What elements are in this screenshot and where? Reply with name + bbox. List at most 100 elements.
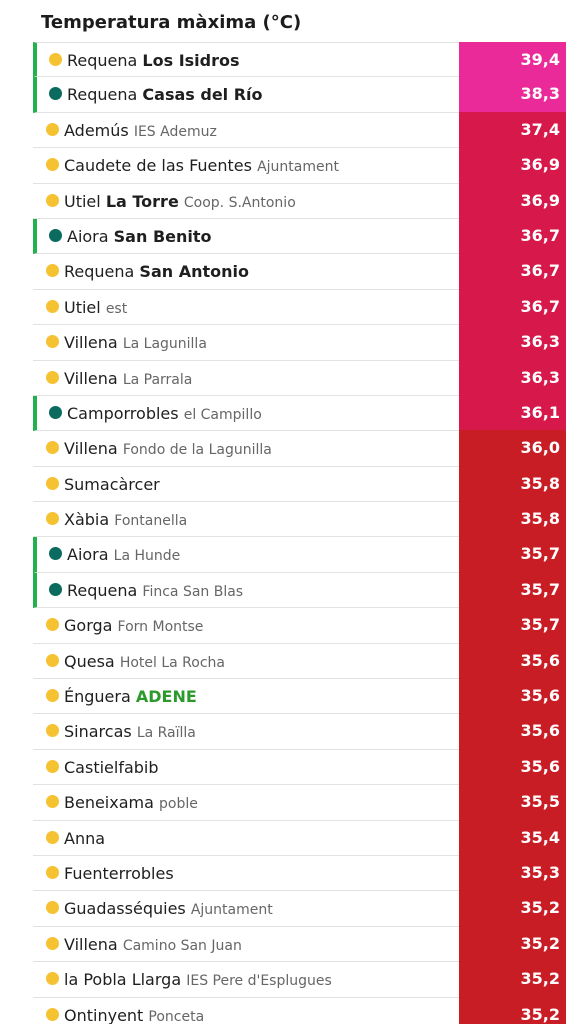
station-dot-icon-yellow [46, 512, 59, 526]
table-row[interactable]: Castielfabib 35,6 [33, 748, 566, 786]
station-town: Requena [64, 262, 135, 282]
station-name[interactable]: Castielfabib [64, 750, 159, 785]
station-name[interactable]: Aiora San Benito [67, 219, 212, 254]
station-name[interactable]: Villena La Parrala [64, 361, 192, 396]
table-row[interactable]: la Pobla Llarga IES Pere d'Esplugues 35,2 [33, 961, 566, 998]
station-name[interactable]: Villena Camino San Juan [64, 927, 242, 962]
station-name[interactable]: Utiel est [64, 290, 127, 325]
station-town: Villena [64, 439, 118, 459]
station-name[interactable]: Sinarcas La Raïlla [64, 714, 196, 749]
temperature-value: 36,1 [459, 394, 566, 431]
station-location: Ajuntament [257, 159, 339, 176]
station-town: Aiora [67, 545, 109, 565]
station-town: Guadasséquies [64, 899, 186, 919]
table-row[interactable]: Requena Casas del Río 38,3 [33, 76, 566, 113]
table-row[interactable]: Villena La Lagunilla 36,3 [33, 324, 566, 361]
station-town: Anna [64, 828, 106, 848]
station-name[interactable]: Ademús IES Ademuz [64, 113, 217, 148]
table-row[interactable]: Villena Fondo de la Lagunilla 36,0 [33, 430, 566, 467]
table-row[interactable]: Gorga Forn Montse 35,7 [33, 607, 566, 644]
station-location: La Hunde [113, 548, 181, 565]
station-location: La Parrala [122, 371, 193, 388]
station-location: Forn Montse [117, 619, 204, 636]
station-dot-icon-teal [49, 87, 62, 101]
station-town: Villena [64, 934, 118, 954]
table-row[interactable]: Quesa Hotel La Rocha 35,6 [33, 642, 566, 680]
station-name[interactable]: Gorga Forn Montse [64, 608, 203, 643]
table-row[interactable]: Caudete de las Fuentes Ajuntament 36,9 [33, 147, 566, 184]
station-location: ADENE [135, 687, 197, 707]
table-row[interactable]: Sinarcas La Raïlla 35,6 [33, 713, 566, 750]
station-town: Ademús [64, 120, 129, 140]
station-dot-icon-yellow [46, 972, 59, 986]
table-row[interactable]: Fuenterrobles 35,3 [33, 854, 566, 892]
station-name[interactable]: Xàbia Fontanella [64, 502, 187, 537]
table-row[interactable]: Beneixama poble 35,5 [33, 784, 566, 821]
station-name[interactable]: Fuenterrobles [64, 856, 174, 891]
temperature-value: 35,2 [459, 996, 566, 1024]
station-dot-icon-teal [49, 228, 62, 242]
station-dot-icon-yellow [46, 335, 59, 349]
table-row[interactable]: Aiora San Benito 36,7 [33, 217, 566, 255]
table-row[interactable]: Requena Los Isidros 39,4 [33, 42, 566, 78]
station-name[interactable]: Caudete de las Fuentes Ajuntament [64, 148, 339, 183]
station-dot-icon-yellow [46, 299, 59, 313]
temperature-value: 35,7 [459, 607, 566, 644]
table-row[interactable]: Requena San Antonio 36,7 [33, 253, 566, 290]
station-name[interactable]: Énguera ADENE [64, 679, 197, 714]
station-town: Ontinyent [64, 1005, 144, 1024]
temperature-value: 35,8 [459, 465, 566, 502]
table-row[interactable]: Requena Finca San Blas 35,7 [33, 571, 566, 609]
station-dot-icon-teal [49, 547, 62, 561]
station-name[interactable]: Quesa Hotel La Rocha [64, 644, 225, 679]
table-row[interactable]: Utiel La Torre Coop. S.Antonio 36,9 [33, 182, 566, 219]
temperature-value: 36,7 [459, 253, 566, 290]
table-row[interactable]: Villena La Parrala 36,3 [33, 359, 566, 396]
station-name[interactable]: Utiel La Torre Coop. S.Antonio [64, 184, 296, 219]
table-row[interactable]: Camporrobles el Campillo 36,1 [33, 394, 566, 432]
table-row[interactable]: Guadasséquies Ajuntament 35,2 [33, 890, 566, 927]
station-location: San Antonio [139, 262, 249, 282]
temperature-value: 35,8 [459, 501, 566, 538]
table-row[interactable]: Sumacàrcer 35,8 [33, 465, 566, 503]
table-row[interactable]: Aiora La Hunde 35,7 [33, 536, 566, 573]
table-row[interactable]: Utiel est 36,7 [33, 288, 566, 326]
temperature-value: 36,9 [459, 147, 566, 184]
station-name[interactable]: la Pobla Llarga IES Pere d'Esplugues [64, 962, 332, 997]
station-name[interactable]: Camporrobles el Campillo [67, 396, 262, 431]
station-name[interactable]: Requena Los Isidros [67, 43, 240, 78]
station-name[interactable]: Anna [64, 821, 105, 856]
table-row[interactable]: Xàbia Fontanella 35,8 [33, 501, 566, 538]
table-row[interactable]: Ontinyent Ponceta 35,2 [33, 996, 566, 1024]
table-row[interactable]: Ademús IES Ademuz 37,4 [33, 111, 566, 149]
station-town: Castielfabib [64, 757, 159, 777]
station-name[interactable]: Ontinyent Ponceta [64, 998, 204, 1024]
station-name[interactable]: Requena Casas del Río [67, 77, 263, 112]
station-name[interactable]: Requena San Antonio [64, 254, 249, 289]
station-town: Énguera [64, 687, 131, 707]
table-row[interactable]: Anna 35,4 [33, 819, 566, 856]
station-name[interactable]: Villena La Lagunilla [64, 325, 207, 360]
station-location: Hotel La Rocha [119, 654, 225, 671]
station-dot-icon-yellow [46, 724, 59, 738]
station-town: Villena [64, 333, 118, 353]
table-row[interactable]: Villena Camino San Juan 35,2 [33, 925, 566, 963]
station-dot-icon-teal [49, 405, 62, 419]
station-name[interactable]: Requena Finca San Blas [67, 573, 243, 608]
station-location: Ajuntament [190, 902, 273, 919]
station-dot-icon-yellow [46, 476, 59, 490]
station-location: La Torre [105, 191, 179, 211]
station-dot-icon-yellow [46, 865, 59, 879]
temperature-table: Requena Los Isidros 39,4 Requena Casas del… [33, 42, 566, 1024]
station-name[interactable]: Villena Fondo de la Lagunilla [64, 431, 272, 466]
station-name[interactable]: Sumacàrcer [64, 467, 160, 502]
station-name[interactable]: Aiora La Hunde [67, 537, 180, 572]
station-location: poble [159, 796, 198, 813]
temperature-value: 35,2 [459, 890, 566, 927]
station-name[interactable]: Beneixama poble [64, 785, 198, 820]
temperature-value: 36,3 [459, 324, 566, 361]
temperature-value: 35,3 [459, 854, 566, 891]
station-name[interactable]: Guadasséquies Ajuntament [64, 891, 273, 926]
station-town: Beneixama [64, 793, 154, 813]
table-row[interactable]: Énguera ADENE 35,6 [33, 678, 566, 715]
